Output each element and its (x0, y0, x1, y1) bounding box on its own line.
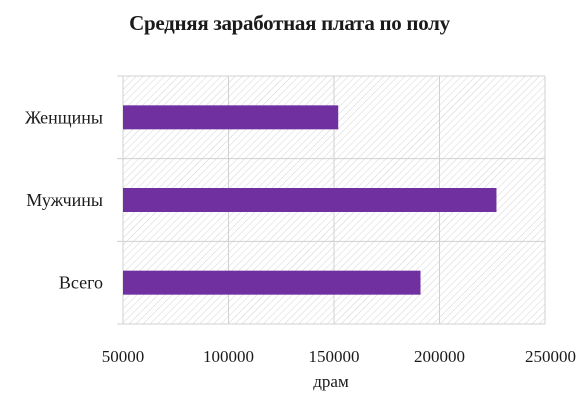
chart-title: Средняя заработная плата по полу (129, 11, 450, 35)
category-labels: Женщины Мужчины Всего (25, 107, 103, 292)
x-tick-labels: 50000 100000 150000 200000 250000 (102, 347, 576, 366)
bars (123, 105, 497, 295)
category-label: Всего (59, 273, 103, 293)
bar (123, 188, 497, 212)
bar (123, 270, 421, 295)
category-label: Женщины (25, 107, 103, 127)
gridlines (117, 75, 546, 325)
x-tick-label: 200000 (414, 347, 465, 366)
x-tick-label: 100000 (203, 347, 254, 366)
bar (123, 105, 339, 130)
x-tick-label: 50000 (102, 347, 145, 366)
x-tick-label: 150000 (309, 347, 360, 366)
x-axis-title: драм (313, 372, 349, 391)
x-tick-label: 250000 (525, 347, 576, 366)
category-label: Мужчины (26, 190, 103, 210)
